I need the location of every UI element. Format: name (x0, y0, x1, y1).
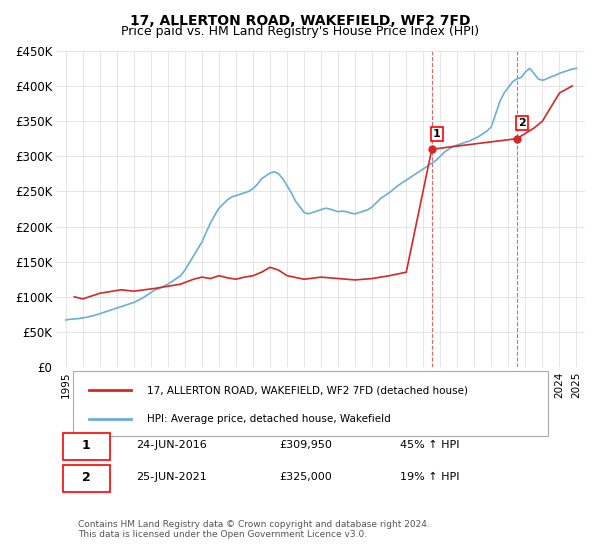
Text: HPI: Average price, detached house, Wakefield: HPI: Average price, detached house, Wake… (147, 414, 391, 424)
Text: £309,950: £309,950 (279, 440, 332, 450)
Text: 19% ↑ HPI: 19% ↑ HPI (400, 473, 460, 482)
Text: 17, ALLERTON ROAD, WAKEFIELD, WF2 7FD: 17, ALLERTON ROAD, WAKEFIELD, WF2 7FD (130, 14, 470, 28)
Text: 1: 1 (82, 439, 91, 452)
Text: 17, ALLERTON ROAD, WAKEFIELD, WF2 7FD (detached house): 17, ALLERTON ROAD, WAKEFIELD, WF2 7FD (d… (147, 385, 468, 395)
FancyBboxPatch shape (62, 465, 110, 492)
Text: £325,000: £325,000 (279, 473, 332, 482)
FancyBboxPatch shape (73, 371, 548, 436)
Text: 2: 2 (82, 471, 91, 484)
Text: 45% ↑ HPI: 45% ↑ HPI (400, 440, 460, 450)
Text: 1: 1 (433, 129, 441, 139)
FancyBboxPatch shape (62, 433, 110, 460)
Text: 24-JUN-2016: 24-JUN-2016 (136, 440, 207, 450)
Text: Price paid vs. HM Land Registry's House Price Index (HPI): Price paid vs. HM Land Registry's House … (121, 25, 479, 38)
Text: 25-JUN-2021: 25-JUN-2021 (136, 473, 207, 482)
Text: Contains HM Land Registry data © Crown copyright and database right 2024.
This d: Contains HM Land Registry data © Crown c… (79, 520, 430, 539)
Text: 2: 2 (518, 118, 526, 128)
